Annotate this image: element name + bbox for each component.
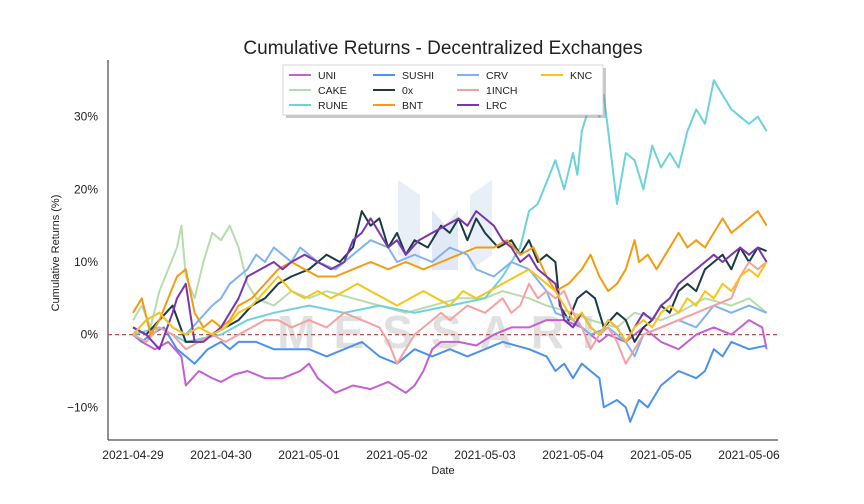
legend-label: 0x <box>402 85 414 97</box>
y-tick-label: 20% <box>74 182 98 196</box>
legend-items: UNI CAKE RUNE SUSHI 0x BNT CRV 1INCH LRC KNC <box>289 70 593 112</box>
x-tick-label: 2021-05-04 <box>542 448 604 462</box>
y-axis-label: Cumulative Returns (%) <box>50 195 62 312</box>
chart-title: Cumulative Returns - Decentralized Excha… <box>243 38 642 59</box>
legend-label: KNC <box>570 70 593 82</box>
legend-label: CRV <box>486 70 508 82</box>
series-line-knc <box>132 261 768 343</box>
legend-item-rune: RUNE <box>289 100 348 112</box>
legend-item-lrc: LRC <box>457 100 507 112</box>
legend-label: SUSHI <box>402 70 434 82</box>
series-line-cake <box>132 224 768 329</box>
legend-item-knc: KNC <box>541 70 593 82</box>
legend-label: CAKE <box>318 85 347 97</box>
x-tick-label: 2021-04-29 <box>102 448 164 462</box>
series-line-bnt <box>132 210 768 336</box>
legend-label: 1INCH <box>486 85 518 97</box>
x-tick-label: 2021-05-05 <box>630 448 692 462</box>
series-line-lrc <box>132 210 768 351</box>
x-tick-label: 2021-05-03 <box>454 448 516 462</box>
y-tick-label: 30% <box>74 110 98 124</box>
legend-label: RUNE <box>318 100 348 112</box>
watermark-logo-center <box>432 210 458 270</box>
series-line-crv <box>132 239 767 358</box>
x-axis-label: Date <box>431 465 454 477</box>
series-lines <box>132 79 768 423</box>
y-tick-label: −10% <box>67 400 98 414</box>
x-tick-label: 2021-05-01 <box>278 448 340 462</box>
legend-item-sushi: SUSHI <box>373 70 434 82</box>
legend-item-bnt: BNT <box>373 100 424 112</box>
y-axis-ticks: −10% 0% 10% 20% 30% <box>67 110 98 415</box>
legend-item-cake: CAKE <box>289 85 347 97</box>
watermark-text: MESSARI <box>277 306 613 358</box>
x-tick-label: 2021-05-06 <box>718 448 780 462</box>
y-tick-label: 0% <box>81 328 99 342</box>
series-line-1inch <box>132 261 768 365</box>
legend-label: BNT <box>402 100 424 112</box>
series-line-rune <box>132 79 768 343</box>
y-tick-label: 10% <box>74 255 98 269</box>
watermark: MESSARI <box>277 180 613 358</box>
legend-box <box>282 64 604 116</box>
series-line-0x <box>132 210 767 343</box>
legend-label: LRC <box>486 100 507 112</box>
x-axis-ticks: 2021-04-29 2021-04-30 2021-05-01 2021-05-02… <box>102 448 780 462</box>
series-line-sushi <box>132 326 767 423</box>
legend-item-crv: CRV <box>457 70 508 82</box>
legend-label: UNI <box>318 70 336 82</box>
legend: UNI CAKE RUNE SUSHI 0x BNT CRV 1INCH LRC KNC <box>282 64 606 118</box>
legend-item-1inch: 1INCH <box>457 85 518 97</box>
x-tick-label: 2021-05-02 <box>366 448 428 462</box>
legend-item-0x: 0x <box>373 85 414 97</box>
x-tick-label: 2021-04-30 <box>190 448 252 462</box>
legend-item-uni: UNI <box>289 70 336 82</box>
